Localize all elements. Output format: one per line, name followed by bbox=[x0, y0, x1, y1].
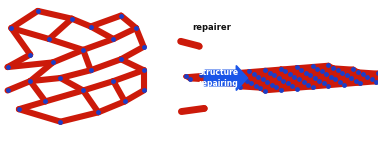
Text: repairer: repairer bbox=[192, 23, 231, 32]
Text: structure
repairing: structure repairing bbox=[198, 68, 239, 88]
FancyArrow shape bbox=[204, 66, 248, 90]
